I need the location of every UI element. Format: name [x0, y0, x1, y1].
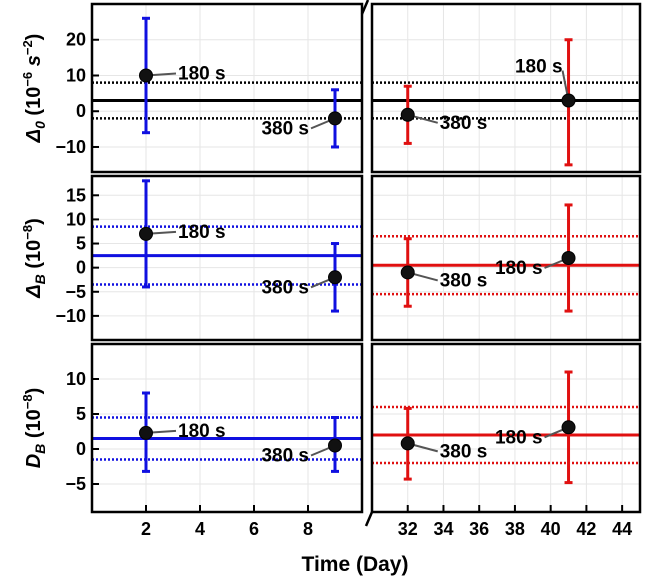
data-point [561, 93, 576, 108]
point-label: 380 s [261, 277, 309, 298]
y-axis-label-part: 0 [32, 121, 48, 129]
x-tick-label: 34 [433, 519, 453, 539]
data-point [328, 111, 342, 126]
y-tick-label: −10 [55, 137, 86, 157]
x-tick-label: 42 [576, 519, 596, 539]
y-tick-label: 10 [66, 209, 86, 229]
point-label: 180 s [178, 222, 226, 243]
x-tick-label: 6 [249, 519, 259, 539]
y-axis-label-part: Δ [23, 284, 45, 298]
y-axis-label-part: ) [23, 218, 45, 225]
data-point [400, 107, 415, 122]
panel-DB: 180 s 380 s 380 s 180 s −5 0 5 10 DB (10−8) [20, 342, 642, 514]
y-axis-label-part: D [23, 454, 45, 468]
data-point [400, 265, 415, 280]
panel-frame [90, 174, 364, 342]
data-point [328, 438, 342, 453]
y-tick-label: −5 [65, 474, 86, 494]
point-label: 380 s [440, 113, 488, 134]
y-axis-label-part: B [32, 274, 48, 284]
point-label: 380 s [440, 441, 488, 462]
x-tick-label: 44 [612, 519, 632, 539]
data-point [328, 270, 342, 285]
y-axis-label: ΔB (10−8) [20, 218, 48, 299]
x-tick-label: 38 [505, 519, 525, 539]
y-axis-label-part: (10 [23, 240, 45, 274]
y-axis-label-part: Δ [23, 129, 45, 143]
x-tick-label: 4 [195, 519, 205, 539]
x-tick-label: 40 [541, 519, 561, 539]
y-tick-label: 5 [76, 404, 86, 424]
y-tick-label: 0 [76, 101, 86, 121]
y-axis-label-part: −8 [20, 394, 35, 409]
point-label: 380 s [440, 270, 488, 291]
data-point [139, 425, 153, 440]
data-point [139, 68, 153, 83]
y-tick-label: 0 [76, 258, 86, 278]
data-point [561, 420, 576, 435]
panel-frame [370, 2, 642, 174]
panel-frame [370, 174, 642, 342]
point-label: 380 s [261, 446, 309, 467]
data-point [400, 436, 415, 451]
y-axis-label-part: s [23, 55, 45, 72]
point-label: 180 s [178, 63, 226, 84]
axis-break-mark [360, 0, 370, 15]
y-axis-label-part: (10 [23, 409, 45, 443]
axis-break-mark [364, 511, 374, 527]
y-axis-label-part: ) [23, 34, 45, 41]
y-axis-label: Δ0 (10−6 s−2) [20, 34, 48, 144]
x-tick-label: 32 [398, 519, 418, 539]
x-tick-label: 36 [469, 519, 489, 539]
x-axis-label: Time (Day) [302, 553, 409, 576]
y-axis-label-part: ) [23, 388, 45, 395]
data-point [139, 226, 153, 241]
point-label: 180 s [178, 421, 226, 442]
y-tick-label: −10 [55, 306, 86, 326]
point-label: 380 s [261, 118, 309, 139]
y-axis-label-part: −8 [20, 225, 35, 240]
data-point [561, 251, 576, 265]
x-tick-label: 8 [303, 519, 313, 539]
point-label: 180 s [495, 258, 543, 279]
point-label: 180 s [515, 57, 563, 78]
y-axis-label-part: −6 [20, 72, 35, 87]
y-tick-label: 15 [66, 185, 86, 205]
panel-frame [370, 342, 642, 514]
panel-deltaB: 180 s 380 s 380 s 180 s −10 −5 0 5 10 15 ΔB (10−8) [20, 174, 642, 342]
y-axis-label-part: (10 [23, 87, 45, 121]
y-tick-label: 10 [66, 65, 86, 85]
panel-frame [90, 2, 364, 174]
x-tick-label: 2 [141, 519, 151, 539]
point-label: 180 s [495, 427, 543, 448]
y-axis-label-part: B [32, 444, 48, 454]
y-tick-label: −5 [65, 282, 86, 302]
y-axis-label: DB (10−8) [20, 388, 48, 469]
y-tick-label: 5 [76, 234, 86, 254]
y-tick-label: 10 [66, 369, 86, 389]
y-tick-label: 0 [76, 439, 86, 459]
y-axis-label-part: −2 [20, 40, 35, 55]
y-tick-label: 20 [66, 30, 86, 50]
panel-frame [90, 342, 364, 514]
